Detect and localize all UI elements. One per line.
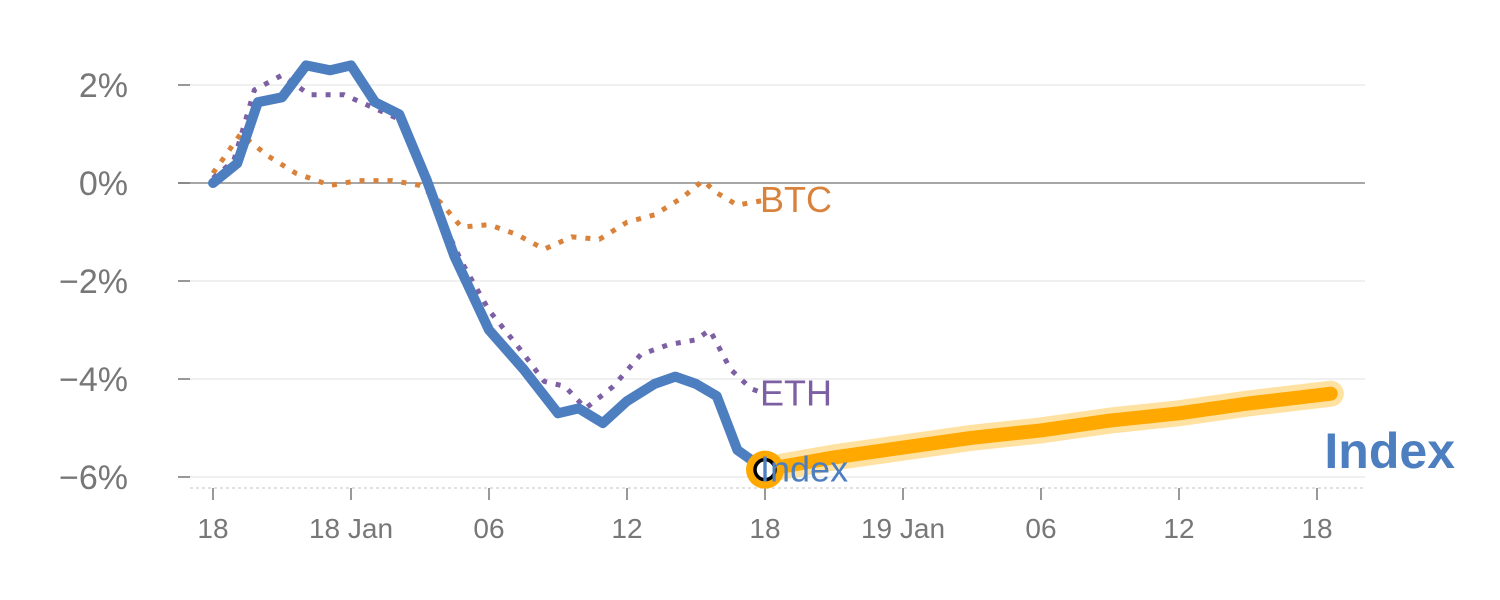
x-tick-label: 18 Jan	[309, 513, 393, 544]
y-tick-label: 0%	[79, 165, 128, 203]
y-tick-label: 2%	[79, 67, 128, 105]
index-label: Index	[1324, 423, 1455, 479]
x-tick-label: 19 Jan	[861, 513, 945, 544]
y-tick-label: −2%	[59, 263, 128, 301]
x-tick-label: 18	[197, 513, 228, 544]
y-tick-label: −4%	[59, 361, 128, 399]
series-line-index	[208, 60, 770, 475]
series-labels: BTC ETH Index Index	[760, 179, 1455, 490]
gridlines	[178, 84, 1365, 489]
series-line-btc	[210, 131, 766, 252]
x-tick-label: 12	[611, 513, 642, 544]
x-tick-label: 06	[1025, 513, 1056, 544]
highlight-point-inner	[753, 457, 777, 482]
series-label-eth: ETH	[760, 373, 832, 414]
y-axis: 2% 0% −2% −4% −6%	[59, 67, 190, 497]
series-line-index-forecast	[758, 386, 1338, 477]
y-tick-label: −6%	[59, 459, 128, 497]
series-lines	[208, 60, 1344, 489]
x-tick-label: 18	[1301, 513, 1332, 544]
series-line-eth	[211, 72, 766, 411]
x-tick-label: 18	[749, 513, 780, 544]
x-tick-label: 12	[1163, 513, 1194, 544]
x-axis: 18 18 Jan 06 12 18 19 Jan 06 12 18	[197, 488, 1333, 544]
series-label-btc: BTC	[760, 179, 832, 220]
x-tick-label: 06	[473, 513, 504, 544]
series-label-index: Index	[760, 449, 848, 490]
